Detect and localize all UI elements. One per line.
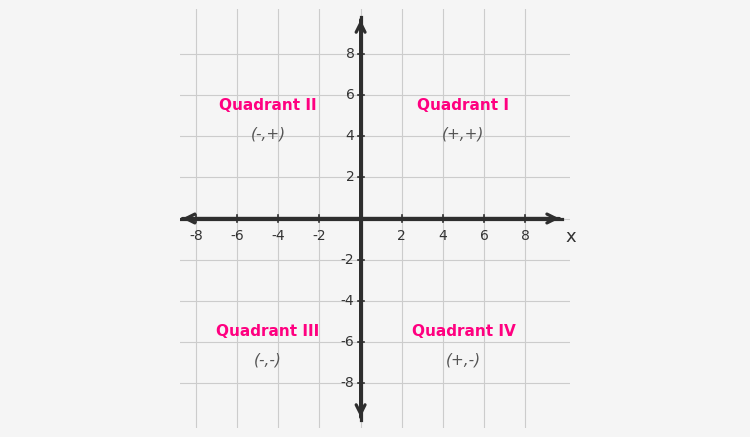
Text: 2: 2 — [346, 170, 355, 184]
Text: 6: 6 — [479, 229, 488, 243]
Text: 2: 2 — [398, 229, 406, 243]
Text: -4: -4 — [340, 294, 355, 308]
Text: (-,-): (-,-) — [254, 353, 282, 368]
Text: Quadrant IV: Quadrant IV — [412, 324, 515, 339]
Text: 4: 4 — [439, 229, 447, 243]
Text: -6: -6 — [340, 335, 355, 349]
Text: -6: -6 — [230, 229, 244, 243]
Text: (+,-): (+,-) — [446, 353, 481, 368]
Text: 6: 6 — [346, 88, 355, 102]
Text: (+,+): (+,+) — [442, 127, 485, 142]
Text: Quadrant I: Quadrant I — [418, 98, 509, 113]
Text: 4: 4 — [346, 129, 355, 143]
Text: -8: -8 — [189, 229, 203, 243]
Text: x: x — [566, 228, 576, 246]
Text: -2: -2 — [340, 253, 355, 267]
Text: -2: -2 — [313, 229, 326, 243]
Text: -4: -4 — [272, 229, 285, 243]
Text: Quadrant III: Quadrant III — [217, 324, 320, 339]
Text: 8: 8 — [520, 229, 530, 243]
Text: Quadrant II: Quadrant II — [219, 98, 317, 113]
Text: (-,+): (-,+) — [251, 127, 286, 142]
Text: -8: -8 — [340, 376, 355, 390]
Text: 8: 8 — [346, 47, 355, 61]
